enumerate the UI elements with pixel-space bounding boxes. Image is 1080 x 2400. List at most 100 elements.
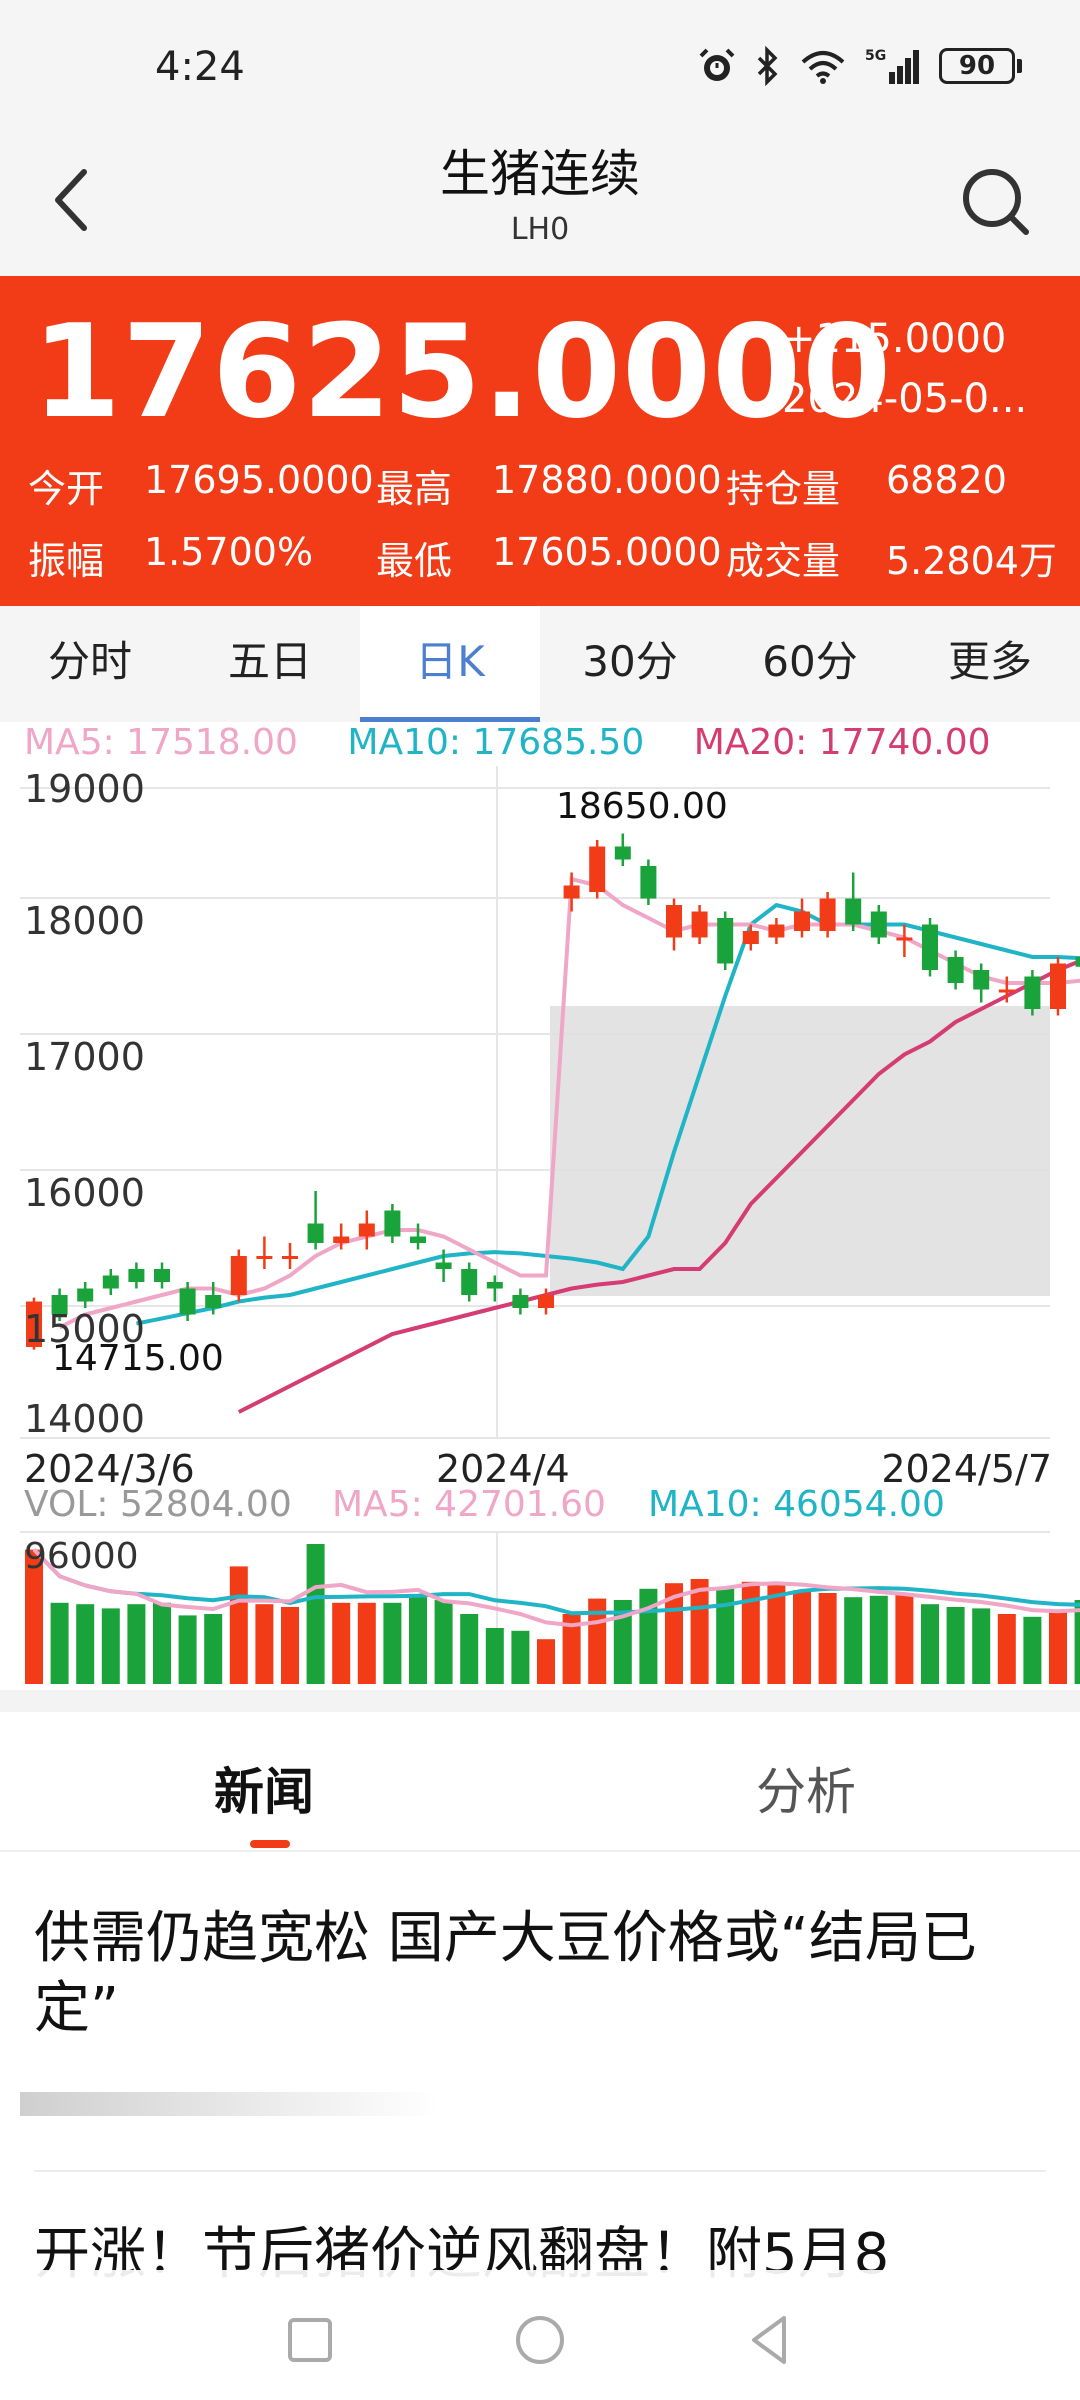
candle <box>768 918 785 944</box>
candle <box>845 872 862 931</box>
recents-button[interactable] <box>280 2310 340 2370</box>
min-label: 14715.00 <box>52 1338 224 1379</box>
signal-5g-icon: 5G <box>865 48 919 84</box>
candle <box>691 905 708 944</box>
list-item[interactable]: 供需仍趋宽松 国产大豆价格或“结局已定” <box>34 1904 1044 2044</box>
y-tick-18000: 18000 <box>24 899 145 943</box>
header: 生猪连续 LH0 <box>0 120 1080 276</box>
candle <box>77 1282 94 1308</box>
volume-bar <box>511 1630 530 1684</box>
page-title: 生猪连续 <box>440 145 640 203</box>
system-nav-bar <box>0 2270 1080 2400</box>
candle <box>256 1236 273 1269</box>
section-divider <box>0 1690 1080 1712</box>
volume-bar <box>1049 1610 1067 1684</box>
ma5-label: MA5: 17518.00 <box>24 722 298 763</box>
vol-ma5-line <box>32 1548 1080 1628</box>
quote-date: 2024-05-0... <box>782 376 1028 422</box>
candle <box>358 1210 375 1250</box>
vol-ma5-label: MA5: 42701.60 <box>332 1484 606 1525</box>
candle <box>1050 957 1066 1016</box>
open-value: 17695.0000 <box>144 458 374 502</box>
tab-30min[interactable]: 30分 <box>582 637 678 686</box>
vol-ma10-line <box>32 1548 1080 1616</box>
status-icons: 5G 90 <box>697 46 1022 86</box>
tab-intraday[interactable]: 分时 <box>47 637 132 686</box>
price-change: +115.0000 <box>782 316 1007 362</box>
tab-five-day[interactable]: 五日 <box>227 637 312 686</box>
oi-label: 持仓量 <box>726 467 841 511</box>
kline-chart[interactable]: 19000 18000 17000 16000 15000 14000 1865… <box>0 722 1080 1690</box>
candle <box>410 1223 426 1250</box>
active-tab-indicator <box>250 1840 290 1848</box>
candle <box>870 905 887 944</box>
vol-label: VOL: 52804.00 <box>24 1484 292 1525</box>
volume-label: 成交量 <box>726 539 841 583</box>
candle <box>794 898 810 938</box>
ma-legend: MA5: 17518.00 MA10: 17685.50 MA20: 17740… <box>24 722 1029 763</box>
back-nav-button[interactable] <box>740 2310 800 2370</box>
candle <box>512 1288 529 1315</box>
article-title[interactable]: 供需仍趋宽松 国产大豆价格或“结局已定” <box>34 1906 977 2041</box>
ma20-line <box>237 958 1080 1414</box>
volume-bar <box>153 1602 171 1684</box>
volume-bar <box>690 1579 709 1684</box>
search-icon[interactable] <box>956 162 1036 242</box>
volume-bar <box>869 1595 888 1684</box>
candle <box>154 1262 170 1289</box>
status-time: 4:24 <box>155 44 245 90</box>
max-label: 18650.00 <box>556 786 728 827</box>
y-tick-16000: 16000 <box>24 1171 145 1215</box>
candle <box>384 1204 401 1243</box>
svg-text:5G: 5G <box>865 48 886 64</box>
y-tick-17000: 17000 <box>24 1035 145 1079</box>
amplitude-label: 振幅 <box>28 539 105 583</box>
volume-bar <box>127 1604 146 1684</box>
battery-level: 90 <box>939 48 1015 84</box>
candle <box>128 1262 145 1289</box>
vol-tick: 96000 <box>24 1536 139 1577</box>
volume-bar <box>921 1604 939 1684</box>
tab-more[interactable]: 更多 <box>947 637 1032 686</box>
back-button[interactable] <box>40 160 100 240</box>
volume-ma-lines <box>32 1548 1080 1628</box>
wifi-icon <box>801 51 845 84</box>
ma10-label: MA10: 17685.50 <box>347 722 645 763</box>
x-tick-mid: 2024/4 <box>436 1447 570 1491</box>
volume-bar <box>460 1614 479 1684</box>
volume-bar <box>972 1608 991 1684</box>
volume-bar <box>537 1639 555 1684</box>
volume-bar <box>383 1602 402 1684</box>
vol-ma10-label: MA10: 46054.00 <box>648 1484 945 1525</box>
volume-bar <box>76 1604 95 1684</box>
volume-bar <box>716 1588 735 1684</box>
tab-60min[interactable]: 60分 <box>762 637 858 686</box>
low-value: 17605.0000 <box>492 530 722 574</box>
tab-news[interactable]: 新闻 <box>214 1763 314 1821</box>
volume-bar <box>613 1600 632 1684</box>
divider <box>34 2170 1046 2172</box>
candle <box>640 859 657 905</box>
volume-bar <box>818 1593 837 1684</box>
volume-bar <box>229 1566 248 1684</box>
volume-bar <box>178 1615 197 1684</box>
tab-daily-k[interactable]: 日K <box>360 606 540 722</box>
bluetooth-icon <box>757 46 778 86</box>
volume-bar <box>639 1588 658 1684</box>
candle <box>486 1275 503 1302</box>
kline-svg[interactable]: 19000 18000 17000 16000 15000 14000 1865… <box>0 722 1080 1690</box>
candle <box>922 918 938 977</box>
tab-analysis[interactable]: 分析 <box>756 1763 856 1821</box>
volume-bar <box>895 1594 914 1684</box>
home-button[interactable] <box>510 2310 570 2370</box>
candle <box>205 1282 222 1315</box>
candle <box>51 1288 68 1321</box>
period-tabs: 分时 五日 日K 30分 60分 更多 <box>0 606 1080 722</box>
y-tick-19000: 19000 <box>24 767 145 811</box>
candles <box>26 833 1080 1350</box>
y-tick-14000: 14000 <box>24 1397 145 1441</box>
candle <box>819 892 836 938</box>
candle <box>102 1269 119 1295</box>
volume-bar <box>409 1597 427 1684</box>
volume-bar <box>306 1544 325 1684</box>
